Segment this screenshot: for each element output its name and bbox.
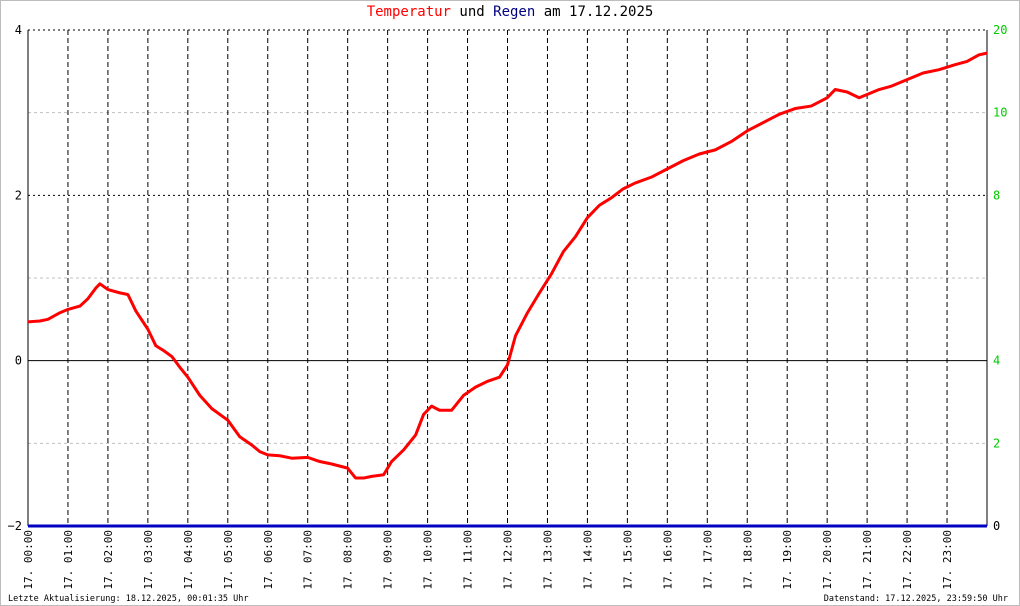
x-tick-label: 17. 14:00 [581,530,594,590]
x-tick-label: 17. 19:00 [781,530,794,590]
x-tick-label: 17. 04:00 [182,530,195,590]
x-tick-label: 17. 02:00 [102,530,115,590]
footer-data-state: Datenstand: 17.12.2025, 23:59:50 Uhr [824,594,1008,604]
x-tick-label: 17. 22:00 [901,530,914,590]
x-tick-label: 17. 13:00 [541,530,554,590]
x-tick-label: 17. 16:00 [661,530,674,590]
x-tick-label: 17. 01:00 [62,530,75,590]
x-tick-label: 17. 09:00 [382,530,395,590]
x-tick-label: 17. 07:00 [302,530,315,590]
x-tick-label: 17. 05:00 [222,530,235,590]
footer-last-update: Letzte Aktualisierung: 18.12.2025, 00:01… [8,594,249,604]
y-right-tick-label: 10 [993,106,1007,120]
y-right-tick-label: 2 [993,436,1000,450]
x-tick-label: 17. 10:00 [422,530,435,590]
x-tick-label: 17. 06:00 [262,530,275,590]
x-tick-label: 17. 12:00 [502,530,515,590]
y-left-tick-label: −2 [8,519,22,533]
y-right-tick-label: 20 [993,23,1007,37]
x-tick-label: 17. 21:00 [861,530,874,590]
x-tick-label: 17. 00:00 [22,530,35,590]
x-tick-label: 17. 17:00 [701,530,714,590]
x-tick-label: 17. 18:00 [741,530,754,590]
y-left-tick-label: 0 [15,354,22,368]
y-right-tick-label: 4 [993,354,1000,368]
y-left-tick-label: 4 [15,23,22,37]
x-tick-label: 17. 08:00 [342,530,355,590]
y-right-tick-label: 8 [993,188,1000,202]
x-tick-label: 17. 11:00 [462,530,475,590]
y-right-tick-label: 0 [993,519,1000,533]
x-tick-label: 17. 15:00 [621,530,634,590]
x-tick-label: 17. 20:00 [821,530,834,590]
x-tick-label: 17. 03:00 [142,530,155,590]
y-left-tick-label: 2 [15,188,22,202]
x-tick-label: 17. 23:00 [941,530,954,590]
